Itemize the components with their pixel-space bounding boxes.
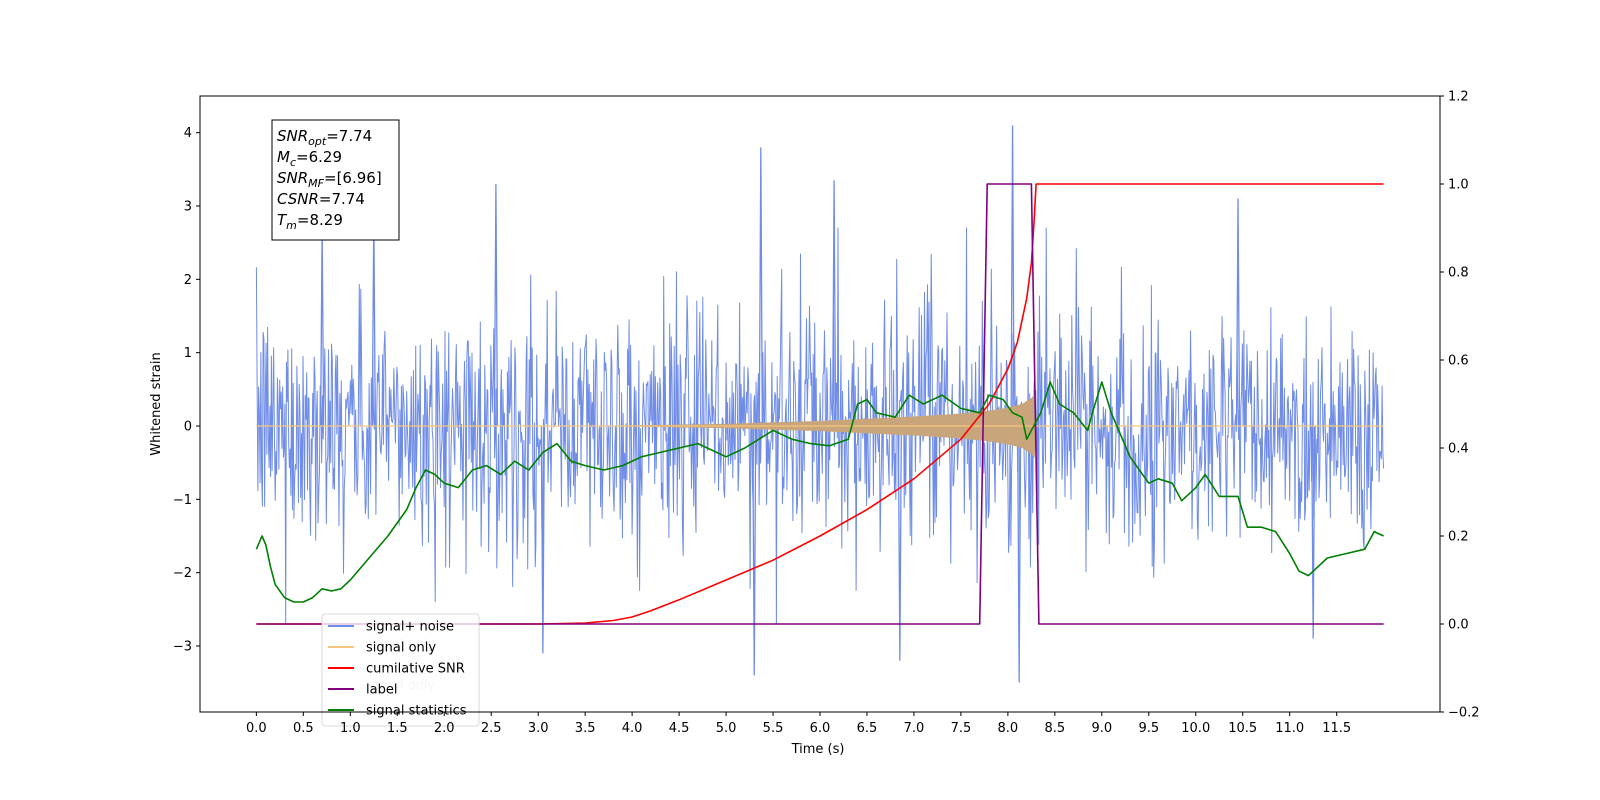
x-tick-label: 9.5 bbox=[1138, 721, 1159, 736]
x-tick-label: 3.5 bbox=[575, 721, 596, 736]
noise-spike bbox=[752, 425, 757, 676]
stats-box-frame bbox=[271, 119, 400, 241]
y-left-tick-label: −3 bbox=[173, 640, 192, 655]
x-tick-label: 10.5 bbox=[1228, 721, 1257, 736]
x-tick-label: 8.5 bbox=[1045, 721, 1066, 736]
y-right-tick-label: 1.2 bbox=[1448, 90, 1469, 105]
x-tick-label: 7.0 bbox=[904, 721, 925, 736]
x-tick-label: 0.5 bbox=[293, 721, 314, 736]
axes: 0.0 0.5 1.0 1.5 2.0 2.5 3.0 3.5 4.0 4.5 5.0 5.5 6.0 6… bbox=[173, 90, 1480, 737]
x-tick-label: 11.5 bbox=[1322, 721, 1351, 736]
legend-label: label bbox=[366, 683, 397, 698]
x-tick-label: 6.0 bbox=[810, 721, 831, 736]
x-axis-label: Time (s) bbox=[791, 742, 845, 757]
legend: signal+ noise signal only cumilative SNR la… bbox=[321, 613, 480, 727]
y-left-tick-label: −2 bbox=[173, 566, 192, 581]
stats-line: SNRMF=[6.96] bbox=[277, 169, 382, 190]
stats-line: SNRopt=7.74 bbox=[277, 127, 372, 148]
y-right-tick-label: 0.2 bbox=[1448, 530, 1469, 545]
stats-line: CSNR=7.74 bbox=[277, 190, 365, 208]
noise-spike bbox=[1010, 125, 1015, 427]
noise-spike bbox=[540, 425, 546, 654]
x-tick-label: 1.0 bbox=[340, 721, 361, 736]
x-tick-label: 9.0 bbox=[1091, 721, 1112, 736]
x-tick-label: 5.0 bbox=[716, 721, 737, 736]
y-right-tick-label: 0.6 bbox=[1448, 354, 1469, 369]
y-right-tick-label: 0.8 bbox=[1448, 266, 1469, 281]
x-tick-label: 4.0 bbox=[622, 721, 643, 736]
x-tick-label: 4.5 bbox=[669, 721, 690, 736]
legend-label: signal only bbox=[366, 641, 436, 656]
x-tick-label: 0.0 bbox=[246, 721, 267, 736]
y-right-tick-label: −0.2 bbox=[1448, 706, 1480, 721]
plot-area bbox=[255, 125, 1385, 683]
legend-box bbox=[321, 613, 480, 727]
y-left-tick-label: 1 bbox=[184, 346, 192, 361]
series-cumilative-snr-line bbox=[256, 183, 1384, 625]
x-tick-label: 2.0 bbox=[434, 721, 455, 736]
series-signal-statistics-line bbox=[255, 381, 1384, 603]
y-left-tick-label: 3 bbox=[184, 200, 192, 215]
x-tick-label: 5.5 bbox=[763, 721, 784, 736]
y-right-tick-label: 1.0 bbox=[1448, 178, 1469, 193]
x-tick-label: 10.0 bbox=[1181, 721, 1210, 736]
x-tick-label: 2.5 bbox=[481, 721, 502, 736]
y-right-tick-label: 0.4 bbox=[1448, 442, 1469, 457]
y-axis-label-left: Whitened strain bbox=[149, 352, 164, 455]
stats-line: Tm=8.29 bbox=[277, 211, 343, 232]
x-tick-label: 3.0 bbox=[528, 721, 549, 736]
y-left-tick-label: 4 bbox=[184, 126, 192, 141]
y-left-tick-label: 0 bbox=[184, 420, 192, 435]
series-label-line bbox=[256, 183, 1384, 625]
x-tick-label: 1.5 bbox=[387, 721, 408, 736]
stats-line: Mc=6.29 bbox=[277, 148, 342, 169]
x-tick-label: 7.5 bbox=[951, 721, 972, 736]
legend-label: cumilative SNR bbox=[366, 662, 465, 677]
legend-label: signal+ noise bbox=[366, 620, 454, 635]
series-signal-noise-line bbox=[255, 227, 1385, 625]
y-left-tick-label: 2 bbox=[184, 273, 192, 288]
noise-spike bbox=[758, 147, 763, 427]
legend-label: signal statistics bbox=[366, 704, 467, 719]
x-tick-label: 6.5 bbox=[857, 721, 878, 736]
x-tick-label: 11.0 bbox=[1275, 721, 1304, 736]
noise-spike bbox=[831, 180, 837, 427]
x-tick-label: 8.0 bbox=[998, 721, 1019, 736]
y-right-tick-label: 0.0 bbox=[1448, 618, 1469, 633]
noise-spike bbox=[1235, 198, 1241, 427]
y-left-tick-label: −1 bbox=[173, 493, 192, 508]
noise-spike bbox=[493, 183, 499, 427]
